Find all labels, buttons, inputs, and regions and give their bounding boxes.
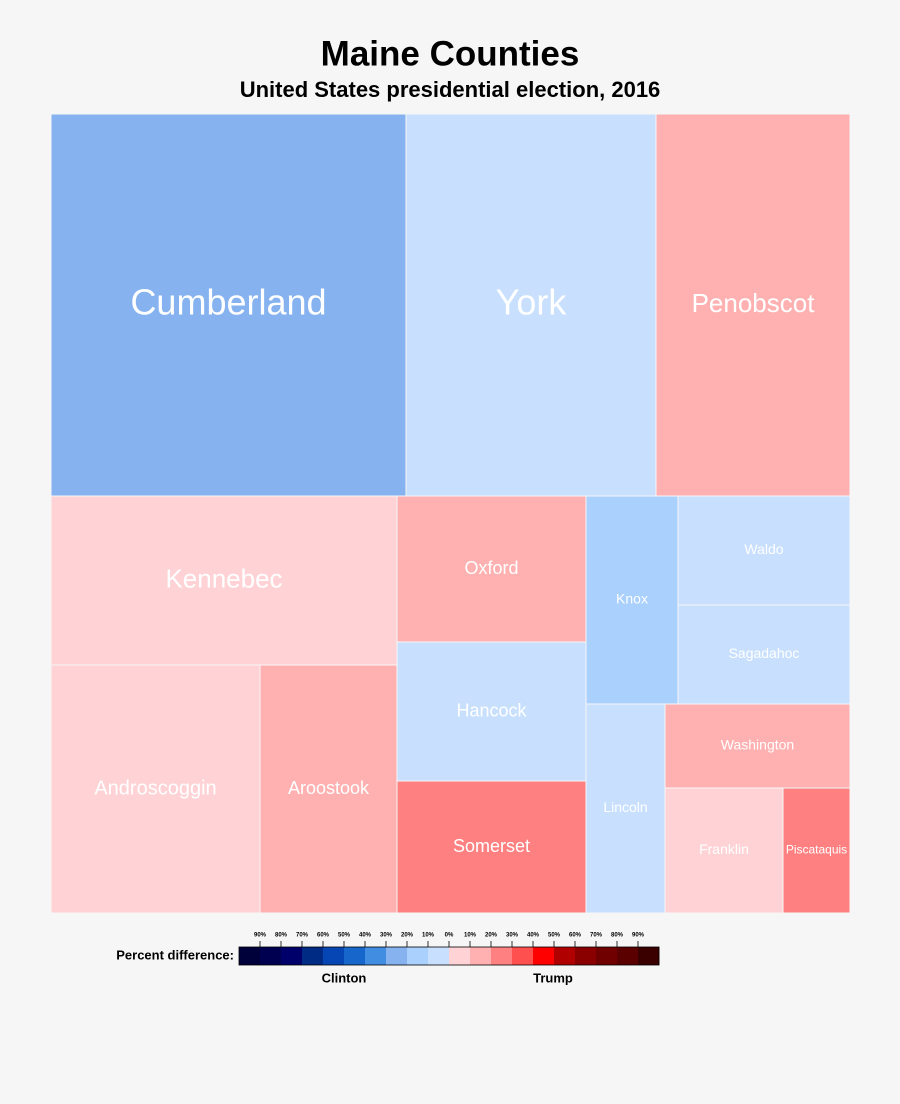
legend-tick-label: 90% bbox=[632, 933, 645, 939]
county-cell bbox=[396, 780, 587, 914]
county-label: Waldo bbox=[744, 541, 783, 557]
county-cell bbox=[677, 604, 851, 705]
legend-tick-label: 40% bbox=[527, 933, 540, 939]
legend-swatch bbox=[491, 947, 513, 965]
county-cell bbox=[396, 641, 587, 782]
legend-swatch bbox=[260, 947, 282, 965]
county-label: Hancock bbox=[456, 700, 527, 720]
legend-tick-label: 10% bbox=[422, 933, 435, 939]
county-label: Washington bbox=[721, 737, 794, 753]
legend-swatch bbox=[617, 947, 639, 965]
legend-left-label: Clinton bbox=[322, 970, 367, 985]
legend-tick-label: 70% bbox=[296, 933, 309, 939]
legend-tick-label: 70% bbox=[590, 933, 603, 939]
legend-tick-label: 80% bbox=[275, 933, 288, 939]
legend-tick-label: 50% bbox=[338, 933, 351, 939]
legend-tick-label: 0% bbox=[445, 933, 454, 939]
county-cell bbox=[405, 113, 657, 497]
legend-swatch bbox=[344, 947, 366, 965]
legend-swatch bbox=[428, 947, 450, 965]
legend-tick-label: 60% bbox=[317, 933, 330, 939]
legend-tick-label: 20% bbox=[401, 933, 414, 939]
legend-swatch bbox=[449, 947, 471, 965]
legend-tick-label: 10% bbox=[464, 933, 477, 939]
county-cell bbox=[664, 787, 784, 914]
county-cell bbox=[664, 703, 851, 789]
county-label: Kennebec bbox=[165, 563, 282, 593]
county-label: Androscoggin bbox=[94, 777, 216, 799]
legend-tick-label: 30% bbox=[506, 933, 519, 939]
legend-title: Percent difference: bbox=[116, 947, 234, 962]
county-label: Franklin bbox=[699, 841, 749, 857]
county-cell bbox=[782, 787, 851, 914]
county-cell bbox=[585, 495, 679, 705]
county-cell bbox=[655, 113, 851, 497]
legend-tick-label: 80% bbox=[611, 933, 624, 939]
legend-swatch bbox=[407, 947, 429, 965]
legend-swatch bbox=[323, 947, 345, 965]
legend-tick-label: 40% bbox=[359, 933, 372, 939]
legend-swatch bbox=[302, 947, 324, 965]
county-label: Cumberland bbox=[130, 282, 326, 323]
county-label: Knox bbox=[616, 591, 648, 607]
county-label: Sagadahoc bbox=[729, 645, 800, 661]
county-cell bbox=[50, 495, 398, 666]
county-label: Oxford bbox=[464, 558, 518, 578]
legend-right-label: Trump bbox=[533, 970, 573, 985]
legend-swatch bbox=[638, 947, 660, 965]
legend-swatch bbox=[512, 947, 534, 965]
legend-swatch bbox=[575, 947, 597, 965]
legend-tick-label: 30% bbox=[380, 933, 393, 939]
county-label: Somerset bbox=[453, 836, 530, 856]
legend-swatch bbox=[386, 947, 408, 965]
treemap: Cumberland York Penobscot Kennebec Androscog… bbox=[50, 113, 851, 914]
legend-tick-label: 60% bbox=[569, 933, 582, 939]
legend-swatch bbox=[596, 947, 618, 965]
county-label: Penobscot bbox=[692, 288, 816, 318]
legend-swatch bbox=[239, 947, 261, 965]
legend-swatch bbox=[533, 947, 555, 965]
county-label: York bbox=[496, 282, 568, 323]
county-cell bbox=[585, 703, 666, 914]
legend: Percent difference: Clinton Trump 90% 80%… bbox=[116, 933, 660, 985]
county-cell bbox=[50, 664, 261, 914]
county-label: Lincoln bbox=[603, 799, 647, 815]
legend-tick-label: 20% bbox=[485, 933, 498, 939]
county-cell bbox=[50, 113, 407, 497]
county-label: Aroostook bbox=[288, 778, 370, 798]
legend-tick-label: 90% bbox=[254, 933, 267, 939]
legend-swatch bbox=[554, 947, 576, 965]
subtitle: United States presidential election, 201… bbox=[240, 77, 661, 102]
legend-swatch bbox=[365, 947, 387, 965]
legend-swatch bbox=[470, 947, 492, 965]
legend-swatch bbox=[281, 947, 303, 965]
title: Maine Counties bbox=[321, 34, 580, 73]
legend-border bbox=[238, 946, 660, 966]
legend-tick-label: 50% bbox=[548, 933, 561, 939]
county-cell bbox=[396, 495, 587, 643]
county-cell bbox=[259, 664, 398, 914]
county-label: Piscataquis bbox=[786, 843, 847, 857]
